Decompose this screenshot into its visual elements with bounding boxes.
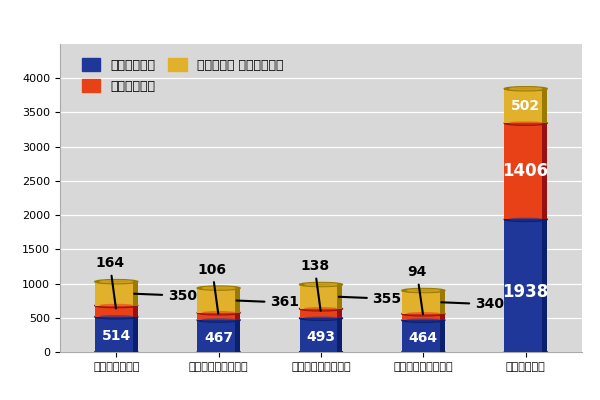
- Text: 502: 502: [511, 99, 540, 113]
- Ellipse shape: [299, 316, 343, 320]
- Bar: [95, 282, 138, 306]
- Bar: [440, 320, 445, 352]
- Text: 361: 361: [236, 296, 299, 310]
- Ellipse shape: [299, 350, 343, 354]
- Text: 340: 340: [441, 297, 504, 311]
- Ellipse shape: [197, 286, 240, 290]
- Text: 106: 106: [197, 262, 227, 314]
- Ellipse shape: [299, 282, 343, 286]
- Ellipse shape: [203, 319, 235, 321]
- Text: 350: 350: [134, 289, 197, 303]
- Bar: [337, 284, 343, 309]
- Ellipse shape: [504, 87, 547, 91]
- Ellipse shape: [509, 88, 542, 90]
- Bar: [299, 309, 343, 318]
- Bar: [504, 89, 547, 123]
- Bar: [402, 320, 445, 352]
- Ellipse shape: [95, 315, 138, 319]
- Bar: [440, 290, 445, 314]
- Bar: [299, 284, 343, 309]
- Text: 464: 464: [409, 331, 438, 345]
- Ellipse shape: [402, 350, 445, 354]
- Ellipse shape: [95, 350, 138, 354]
- Ellipse shape: [509, 122, 542, 124]
- Ellipse shape: [197, 350, 240, 354]
- Text: 467: 467: [204, 331, 233, 345]
- Bar: [542, 219, 547, 352]
- Bar: [337, 309, 343, 318]
- Text: 164: 164: [95, 256, 124, 308]
- Ellipse shape: [305, 308, 337, 310]
- Bar: [440, 314, 445, 320]
- Ellipse shape: [504, 350, 547, 354]
- Ellipse shape: [203, 312, 235, 314]
- Bar: [133, 282, 138, 306]
- Bar: [299, 318, 343, 352]
- Ellipse shape: [197, 311, 240, 315]
- Bar: [133, 317, 138, 352]
- Bar: [235, 320, 240, 352]
- Ellipse shape: [95, 280, 138, 284]
- Bar: [402, 314, 445, 320]
- Bar: [542, 89, 547, 123]
- Ellipse shape: [402, 288, 445, 292]
- Ellipse shape: [299, 307, 343, 311]
- Ellipse shape: [100, 316, 133, 318]
- Text: జిల్లాలవారీగా వైద్యశాఖలో మొత్తం ఖాళీల వివరాలు...: జిల్లాలవారీగా వైద్యశాఖలో మొత్తం ఖాళీల వి…: [57, 12, 543, 30]
- Text: 493: 493: [307, 330, 335, 344]
- Bar: [197, 288, 240, 313]
- Ellipse shape: [509, 218, 542, 220]
- Bar: [235, 288, 240, 313]
- Bar: [197, 313, 240, 320]
- Text: 1938: 1938: [503, 283, 549, 301]
- Bar: [197, 320, 240, 352]
- Ellipse shape: [402, 318, 445, 322]
- Ellipse shape: [100, 304, 133, 307]
- Ellipse shape: [402, 312, 445, 316]
- Ellipse shape: [100, 280, 133, 283]
- Bar: [337, 318, 343, 352]
- Text: 138: 138: [300, 259, 329, 311]
- Bar: [95, 306, 138, 317]
- Ellipse shape: [95, 304, 138, 308]
- Text: 355: 355: [339, 292, 401, 306]
- Bar: [235, 313, 240, 320]
- Bar: [402, 290, 445, 314]
- Legend: ఖాళీలు, మంజూరు, భర్తీ అయినవి: ఖాళీలు, మంజూరు, భర్తీ అయినవి: [77, 53, 288, 98]
- Bar: [504, 219, 547, 352]
- Ellipse shape: [407, 290, 439, 292]
- Text: 94: 94: [407, 265, 427, 314]
- Ellipse shape: [203, 287, 235, 289]
- Text: 1406: 1406: [503, 162, 549, 180]
- Text: 514: 514: [101, 329, 131, 343]
- Ellipse shape: [407, 313, 439, 315]
- Bar: [542, 123, 547, 219]
- Bar: [133, 306, 138, 317]
- Ellipse shape: [305, 317, 337, 319]
- Ellipse shape: [504, 121, 547, 125]
- Bar: [95, 317, 138, 352]
- Ellipse shape: [305, 283, 337, 286]
- Ellipse shape: [504, 217, 547, 222]
- Bar: [504, 123, 547, 219]
- Ellipse shape: [407, 319, 439, 321]
- Ellipse shape: [197, 318, 240, 322]
